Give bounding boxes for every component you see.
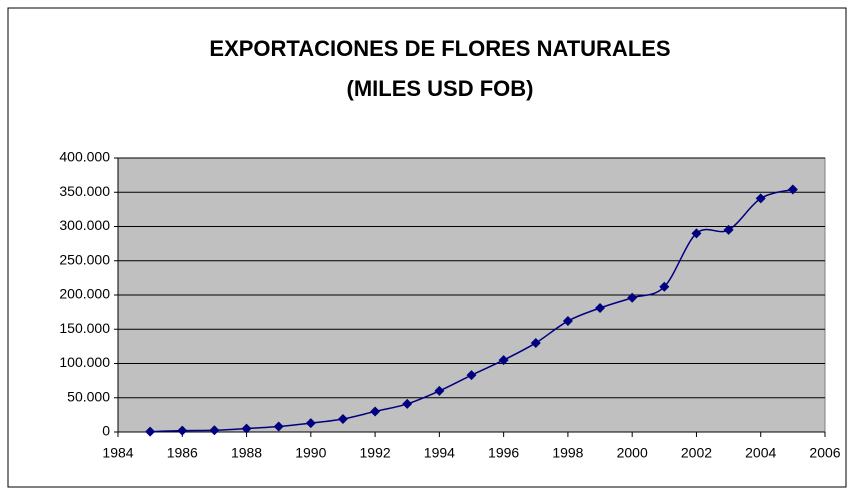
y-tick-label: 300.000 — [59, 217, 110, 233]
y-tick-label: 50.000 — [67, 388, 110, 404]
x-tick-label: 1998 — [552, 445, 583, 461]
x-tick-label: 1988 — [231, 445, 262, 461]
marker — [627, 292, 638, 303]
chart-title: EXPORTACIONES DE FLORES NATURALES — [209, 36, 670, 61]
chart-subtitle: (MILES USD FOB) — [347, 76, 534, 101]
marker — [402, 398, 413, 409]
marker — [691, 228, 702, 239]
marker — [434, 385, 445, 396]
marker — [305, 418, 316, 429]
y-tick-label: 150.000 — [59, 320, 110, 336]
marker — [787, 184, 798, 195]
x-tick-label: 2004 — [745, 445, 776, 461]
marker — [370, 406, 381, 417]
x-tick-label: 1986 — [167, 445, 198, 461]
y-tick-label: 200.000 — [59, 286, 110, 302]
marker — [209, 425, 220, 436]
marker — [595, 303, 606, 314]
x-tick-label: 1990 — [295, 445, 326, 461]
marker — [337, 413, 348, 424]
marker — [273, 421, 284, 432]
marker — [755, 193, 766, 204]
x-tick-label: 2000 — [617, 445, 648, 461]
marker — [241, 423, 252, 434]
x-tick-label: 1992 — [360, 445, 391, 461]
marker — [177, 425, 188, 436]
y-tick-label: 400.000 — [59, 149, 110, 165]
marker — [466, 370, 477, 381]
marker — [145, 426, 156, 437]
x-tick-label: 1984 — [102, 445, 133, 461]
x-tick-label: 2006 — [809, 445, 840, 461]
x-tick-label: 1996 — [488, 445, 519, 461]
y-tick-label: 250.000 — [59, 251, 110, 267]
marker — [659, 281, 670, 292]
x-tick-label: 1994 — [424, 445, 455, 461]
marker — [723, 224, 734, 235]
y-tick-label: 100.000 — [59, 354, 110, 370]
x-tick-label: 2002 — [681, 445, 712, 461]
y-tick-label: 350.000 — [59, 183, 110, 199]
marker — [562, 316, 573, 327]
marker — [498, 355, 509, 366]
y-tick-label: 0 — [102, 423, 110, 439]
marker — [530, 337, 541, 348]
